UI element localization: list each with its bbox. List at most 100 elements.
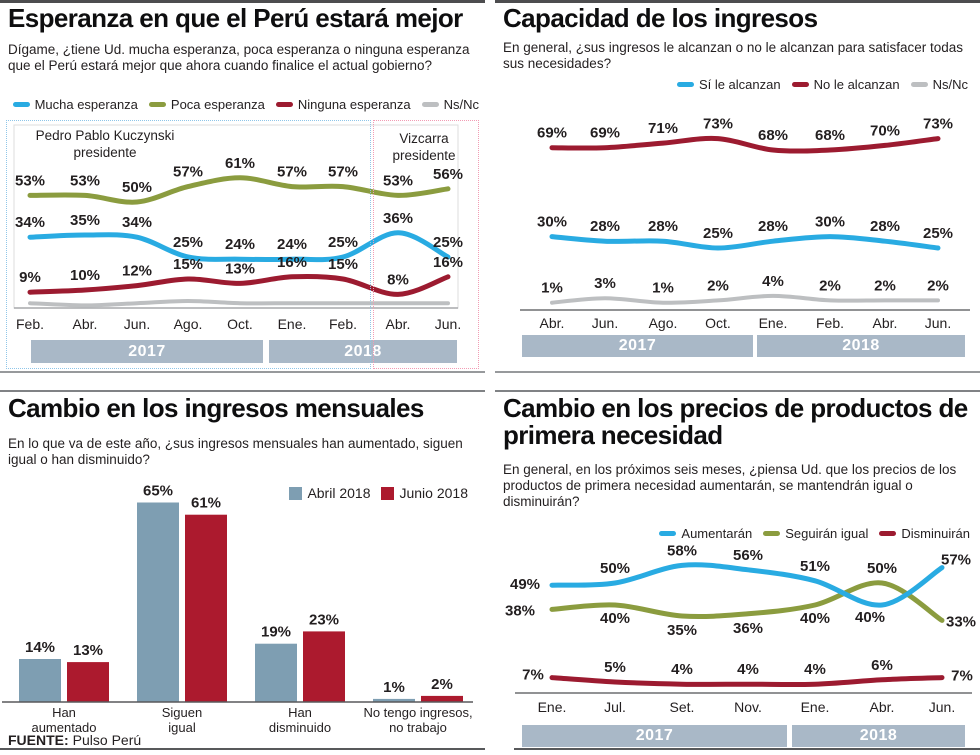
value-label-seguirán-igual: 38% bbox=[505, 602, 535, 619]
value-label-junio-2018: 61% bbox=[191, 495, 221, 512]
bar-junio-2018-2 bbox=[303, 631, 345, 702]
panel-esperanza: Esperanza en que el Perú estará mejor Dí… bbox=[0, 0, 485, 375]
value-label-ninguna-esperanza: 16% bbox=[433, 254, 463, 271]
series-line-sí-le-alcanzan bbox=[549, 234, 941, 251]
x-tick-label: Abr. bbox=[539, 315, 565, 331]
legend-label: Ns/Nc bbox=[443, 97, 479, 112]
value-label-mucha-esperanza: 24% bbox=[225, 236, 255, 253]
value-label-poca-esperanza: 53% bbox=[15, 172, 45, 189]
divider bbox=[495, 0, 980, 3]
year-band-2018: 2018 bbox=[792, 725, 965, 747]
x-tick-label: Ene. bbox=[800, 699, 830, 715]
legend-item-aumentarán: Aumentarán bbox=[659, 526, 752, 541]
value-label-no-le-alcanzan: 69% bbox=[537, 125, 567, 142]
legend-label: Ninguna esperanza bbox=[297, 97, 411, 112]
legend-label: No le alcanzan bbox=[813, 77, 900, 92]
value-label-disminuirán: 4% bbox=[737, 661, 759, 678]
legend-item-ninguna-esperanza: Ninguna esperanza bbox=[275, 97, 411, 112]
value-label-aumentarán: 50% bbox=[600, 560, 630, 577]
value-label-mucha-esperanza: 34% bbox=[15, 214, 45, 231]
panel-precios: Cambio en los precios de productos de pr… bbox=[495, 390, 980, 755]
survey-question: Dígame, ¿tiene Ud. mucha esperanza, poca… bbox=[8, 42, 470, 74]
legend-label: Poca esperanza bbox=[170, 97, 265, 112]
divider bbox=[514, 748, 980, 750]
x-tick-label: Ago. bbox=[173, 316, 203, 332]
legend-label: Disminuirán bbox=[901, 526, 970, 541]
value-label-sí-le-alcanzan: 28% bbox=[870, 218, 900, 235]
series-line-seguirán-igual bbox=[549, 580, 945, 623]
value-label-abril-2018: 14% bbox=[25, 639, 55, 656]
value-label-no-le-alcanzan: 73% bbox=[923, 116, 953, 133]
year-band-2017: 2017 bbox=[31, 340, 263, 363]
legend: Aumentarán Seguirán igual Disminuirán bbox=[648, 526, 970, 541]
value-label-poca-esperanza: 53% bbox=[383, 172, 413, 189]
value-label-sí-le-alcanzan: 30% bbox=[815, 214, 845, 231]
chart-canvas-esperanza: 34% 35% 34% 25% 24% 24% 25% 36% 25% 53% 53% 50% 57% 6… bbox=[13, 124, 463, 309]
x-tick-label: Oct. bbox=[705, 315, 731, 331]
legend-swatch-mucha-esperanza bbox=[12, 102, 30, 107]
category-label-2: Han disminuido bbox=[268, 705, 332, 735]
series-line-ns-nc bbox=[550, 293, 940, 305]
value-label-ninguna-esperanza: 15% bbox=[173, 256, 203, 273]
value-label-ns-nc: 3% bbox=[594, 275, 616, 292]
legend-label: Aumentarán bbox=[681, 526, 753, 541]
page-title: Cambio en los precios de productos de pr… bbox=[503, 393, 968, 451]
survey-question: En general, en los próximos seis meses, … bbox=[503, 462, 957, 510]
bar-junio-2018-3 bbox=[421, 695, 463, 702]
chart-capacidad: 30% 28% 28% 25% 28% 30% 28% 25% 69% 69% 71% 73% 68% 6… bbox=[495, 0, 980, 375]
series-line-no-le-alcanzan bbox=[549, 135, 941, 154]
value-label-poca-esperanza: 61% bbox=[225, 155, 255, 172]
year-band-2018: 2018 bbox=[757, 335, 965, 357]
page-title: Esperanza en que el Perú estará mejor bbox=[8, 3, 463, 33]
value-label-sí-le-alcanzan: 25% bbox=[703, 225, 733, 242]
value-label-sí-le-alcanzan: 30% bbox=[537, 214, 567, 231]
bar-abril-2018-0 bbox=[19, 659, 61, 702]
legend-swatch-ns-nc bbox=[421, 102, 439, 107]
category-label-0: Han aumentado bbox=[31, 705, 97, 735]
survey-question: En general, ¿sus ingresos le alcanzan o … bbox=[503, 40, 964, 72]
year-band-2018: 2018 bbox=[269, 340, 457, 363]
value-label-ninguna-esperanza: 16% bbox=[277, 254, 307, 271]
value-label-ns-nc: 1% bbox=[541, 280, 563, 297]
x-tick-label: Set. bbox=[669, 699, 695, 715]
x-tick-label: Abr. bbox=[872, 315, 898, 331]
value-label-mucha-esperanza: 25% bbox=[173, 234, 203, 251]
value-label-no-le-alcanzan: 68% bbox=[758, 127, 788, 144]
legend-swatch-poca-esperanza bbox=[148, 102, 166, 107]
value-label-aumentarán: 49% bbox=[510, 576, 540, 593]
value-label-ninguna-esperanza: 9% bbox=[19, 269, 41, 286]
page-title: Capacidad de los ingresos bbox=[503, 3, 818, 33]
series-line-aumentarán bbox=[549, 562, 945, 608]
value-label-sí-le-alcanzan: 28% bbox=[758, 218, 788, 235]
value-label-seguirán-igual: 35% bbox=[667, 622, 697, 639]
legend-item-sí-le-alcanzan: Sí le alcanzan bbox=[676, 77, 781, 92]
legend-item-no-le-alcanzan: No le alcanzan bbox=[791, 77, 900, 92]
x-tick-label: Ene. bbox=[758, 315, 788, 331]
legend-item-disminuirán: Disminuirán bbox=[879, 526, 970, 541]
value-label-abril-2018: 19% bbox=[261, 624, 291, 641]
legend-swatch-abril-2018 bbox=[289, 486, 303, 500]
value-label-aumentarán: 58% bbox=[667, 542, 697, 559]
bar-junio-2018-0 bbox=[67, 662, 109, 702]
page-title: Cambio en los ingresos mensuales bbox=[8, 393, 424, 423]
series-line-ninguna-esperanza bbox=[27, 273, 451, 297]
legend-swatch-disminuirán bbox=[879, 531, 897, 536]
legend-item-junio-2018: Junio 2018 bbox=[381, 485, 468, 501]
x-tick-label: Jun. bbox=[924, 315, 952, 331]
legend-label: Mucha esperanza bbox=[34, 97, 138, 112]
bar-abril-2018-3 bbox=[373, 698, 415, 702]
value-label-no-le-alcanzan: 69% bbox=[590, 125, 620, 142]
legend-swatch-ninguna-esperanza bbox=[275, 102, 293, 107]
legend-label: Sí le alcanzan bbox=[698, 77, 781, 92]
value-label-junio-2018: 13% bbox=[73, 642, 103, 659]
survey-question: En lo que va de este año, ¿sus ingresos … bbox=[8, 436, 463, 468]
x-tick-label: Abr. bbox=[869, 699, 895, 715]
value-label-mucha-esperanza: 34% bbox=[122, 214, 152, 231]
value-label-mucha-esperanza: 36% bbox=[383, 210, 413, 227]
legend-swatch-ns-nc bbox=[910, 82, 928, 87]
chart-ingresos: 14% 65% 19% 1% 13% 61% 23% 2% Han aumentado Sigue… bbox=[0, 390, 485, 755]
value-label-poca-esperanza: 57% bbox=[328, 164, 358, 181]
legend: Abril 2018 Junio 2018 bbox=[278, 485, 468, 501]
value-label-junio-2018: 23% bbox=[309, 611, 339, 628]
x-tick-label: Ene. bbox=[277, 316, 307, 332]
